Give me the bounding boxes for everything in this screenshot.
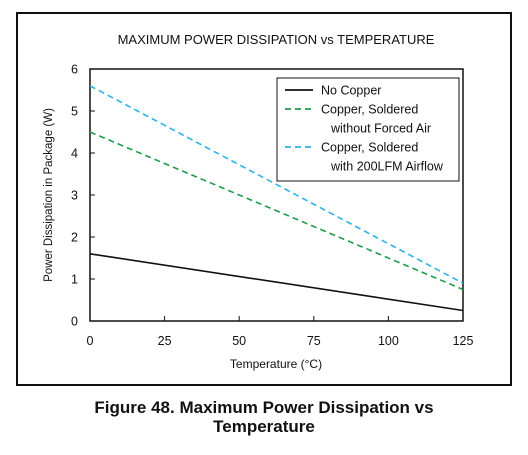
- y-tick-label: 0: [71, 315, 78, 329]
- legend-label: Copper, Soldered: [321, 141, 418, 155]
- y-tick-label: 3: [71, 189, 78, 203]
- y-tick-label: 6: [71, 63, 78, 77]
- y-tick-label: 2: [71, 231, 78, 245]
- x-axis-label: Temperature (°C): [230, 357, 322, 371]
- chart-frame: [16, 12, 512, 386]
- y-axis-label: Power Dissipation in Package (W): [43, 108, 55, 282]
- series-line-2: [89, 131, 464, 291]
- legend-label: with 200LFM Airflow: [330, 160, 444, 174]
- x-tick-label: 25: [158, 334, 172, 348]
- x-tick-label: 75: [307, 334, 321, 348]
- x-tick-label: 125: [453, 334, 474, 348]
- legend-label: Copper, Soldered: [321, 103, 418, 117]
- legend-label: No Copper: [321, 84, 381, 98]
- y-tick-label: 1: [71, 273, 78, 287]
- x-tick-label: 0: [87, 334, 94, 348]
- series-line-1: [89, 253, 464, 312]
- x-tick-label: 50: [232, 334, 246, 348]
- series-line-3: [89, 85, 464, 284]
- legend-box: [276, 77, 460, 182]
- figure-caption: Figure 48. Maximum Power Dissipation vs …: [0, 398, 528, 436]
- power-dissipation-chart: MAXIMUM POWER DISSIPATION vs TEMPERATURE…: [43, 32, 474, 371]
- caption-line-1: Figure 48. Maximum Power Dissipation vs: [94, 398, 434, 417]
- legend-label: without Forced Air: [330, 122, 431, 136]
- chart-title: MAXIMUM POWER DISSIPATION vs TEMPERATURE: [118, 32, 435, 47]
- y-tick-label: 5: [71, 105, 78, 119]
- caption-line-2: Temperature: [213, 417, 315, 436]
- y-tick-label: 4: [71, 147, 78, 161]
- x-tick-label: 100: [378, 334, 399, 348]
